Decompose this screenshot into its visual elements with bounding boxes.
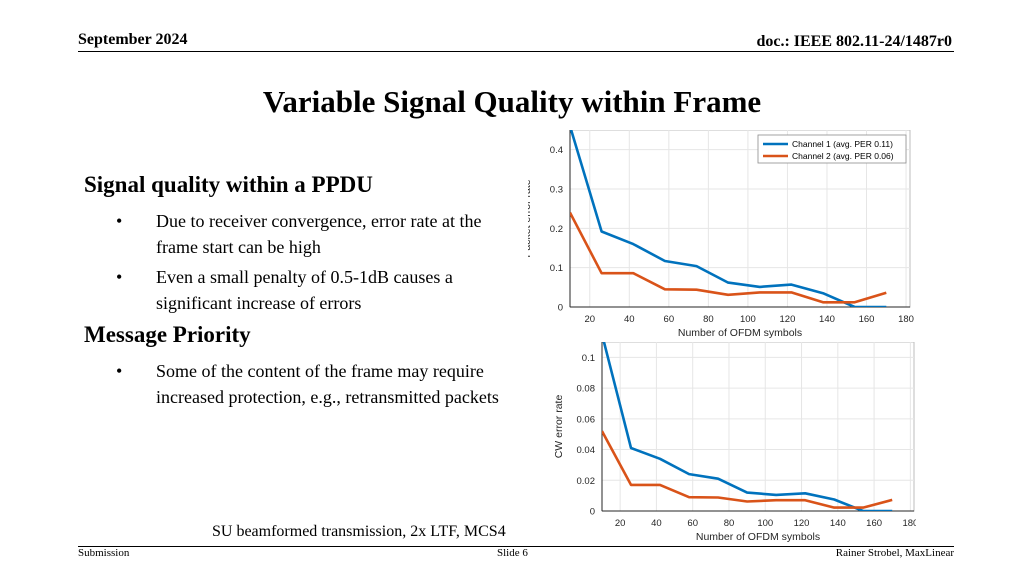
footer-author: Rainer Strobel, MaxLinear xyxy=(835,547,954,559)
cw-error-rate-chart: 20 40 60 80 100 120 140 160 180 0 0.02 0.04 0.06 0.08… xyxy=(553,342,916,543)
x-tick-label: 120 xyxy=(794,518,810,529)
y-axis-label: Packet error rate xyxy=(528,179,533,257)
x-tick-label: 120 xyxy=(780,314,796,325)
y-tick-label: 0 xyxy=(590,507,595,518)
x-axis-label: Number of OFDM symbols xyxy=(678,327,802,339)
y-tick-label: 0.1 xyxy=(550,263,563,274)
series-line-2 xyxy=(570,211,887,304)
footer-submission: Submission xyxy=(78,547,130,559)
x-tick-label: 180 xyxy=(898,314,914,325)
x-tick-label: 80 xyxy=(724,518,735,529)
bullet-marker: • xyxy=(116,361,123,381)
x-tick-label: 40 xyxy=(624,314,635,325)
x-tick-label: 100 xyxy=(740,314,756,325)
legend-box xyxy=(757,134,907,164)
slide-title: Variable Signal Quality within Frame xyxy=(262,84,762,119)
y-tick-label: 0.2 xyxy=(550,224,563,235)
x-tick-label: 100 xyxy=(757,518,773,529)
x-tick-label: 140 xyxy=(819,314,835,325)
y-tick-label: 0.04 xyxy=(577,445,596,456)
x-tick-label: 80 xyxy=(703,314,714,325)
footer-divider xyxy=(78,546,954,547)
bullet-text: Due to receiver convergence, error rate … xyxy=(156,211,482,257)
bullet-text: Even a small penalty of 0.5-1dB causes a… xyxy=(156,267,453,313)
x-tick-label: 60 xyxy=(687,518,698,529)
bullet-marker: • xyxy=(116,211,123,231)
x-tick-label: 20 xyxy=(615,518,626,529)
y-tick-label: 0.1 xyxy=(582,353,595,364)
series-line-1 xyxy=(602,342,893,511)
y-tick-label: 0 xyxy=(558,303,563,314)
plot-area xyxy=(601,342,915,512)
bullet-text: Some of the content of the frame may req… xyxy=(156,361,499,407)
y-tick-label: 0.3 xyxy=(550,185,563,196)
figure-caption: SU beamformed transmission, 2x LTF, MCS4 xyxy=(212,523,506,540)
x-axis-label: Number of OFDM symbols xyxy=(696,531,820,543)
x-tick-label: 140 xyxy=(830,518,846,529)
y-tick-label: 0.06 xyxy=(577,414,596,425)
header-doc-id: doc.: IEEE 802.11-24/1487r0 xyxy=(756,33,952,50)
footer-slide-number: Slide 6 xyxy=(497,547,528,559)
section-heading-signal-quality: Signal quality within a PPDU xyxy=(84,172,373,197)
x-tick-label: 160 xyxy=(859,314,875,325)
y-axis-label: CW error rate xyxy=(553,395,565,459)
bullet-marker: • xyxy=(116,267,123,287)
x-tick-label: 20 xyxy=(584,314,595,325)
legend-label-2: Channel 2 (avg. PER 0.06) xyxy=(792,151,894,161)
x-tick-label: 160 xyxy=(866,518,882,529)
y-tick-label: 0.4 xyxy=(550,145,563,156)
y-tick-label: 0.08 xyxy=(577,384,596,395)
header-divider xyxy=(78,51,954,52)
section-heading-message-priority: Message Priority xyxy=(84,322,251,347)
x-tick-label: 60 xyxy=(664,314,675,325)
packet-error-rate-chart: 20 40 60 80 100 120 140 160 180 0 0.1 0.2 0.3 0.4 Numb… xyxy=(528,130,914,339)
series-line-1 xyxy=(570,130,887,307)
header-date: September 2024 xyxy=(78,31,188,48)
legend-label-1: Channel 1 (avg. PER 0.11) xyxy=(792,139,893,149)
x-tick-label: 40 xyxy=(651,518,662,529)
series-line-2 xyxy=(602,430,893,509)
y-tick-label: 0.02 xyxy=(577,476,596,487)
x-tick-label: 180 xyxy=(902,518,916,529)
